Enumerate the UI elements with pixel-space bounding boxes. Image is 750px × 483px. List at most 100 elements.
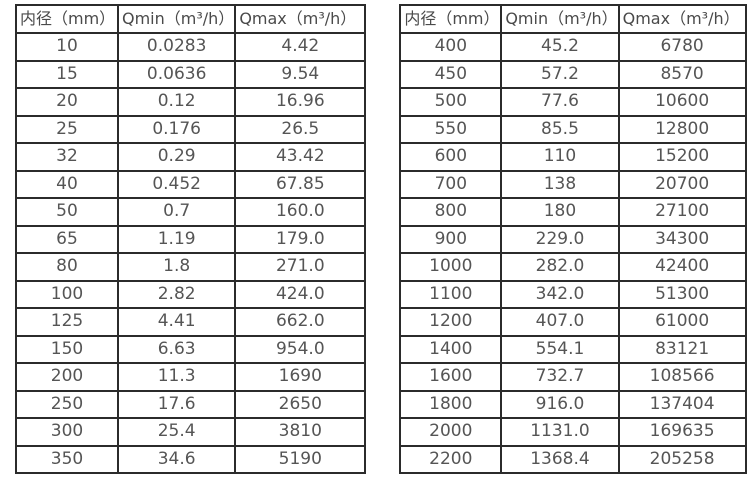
table-cell: 43.42 [234, 142, 367, 172]
table-cell: 25.4 [116, 417, 237, 447]
column-header-diameter: 内径（mm） [15, 4, 119, 34]
table-row: 1000 282.0 42400 [399, 252, 747, 282]
table-cell: 662.0 [234, 307, 367, 337]
table-cell: 57.2 [500, 59, 620, 89]
table-cell: 0.7 [116, 197, 237, 227]
table-cell: 916.0 [500, 389, 620, 419]
table-cell: 600 [399, 142, 503, 172]
table-row: 350 34.6 5190 [15, 444, 367, 474]
table-cell: 50 [15, 197, 119, 227]
table-row: 25 0.176 26.5 [15, 114, 367, 144]
table-row: 15 0.0636 9.54 [15, 59, 367, 89]
table-row: 300 25.4 3810 [15, 417, 367, 447]
table-cell: 138 [500, 169, 620, 199]
table-cell: 20 [15, 87, 119, 117]
table-cell: 3810 [234, 417, 367, 447]
table-cell: 0.0636 [116, 59, 237, 89]
table-cell: 169635 [617, 417, 747, 447]
table-row: 1200 407.0 61000 [399, 307, 747, 337]
table-row: 2200 1368.4 205258 [399, 444, 747, 474]
table-cell: 32 [15, 142, 119, 172]
table-cell: 180 [500, 197, 620, 227]
table-row: 80 1.8 271.0 [15, 252, 367, 282]
table-cell: 900 [399, 224, 503, 254]
table-cell: 1000 [399, 252, 503, 282]
table-cell: 2000 [399, 417, 503, 447]
table-row: 550 85.5 12800 [399, 114, 747, 144]
table-cell: 15 [15, 59, 119, 89]
table-row: 65 1.19 179.0 [15, 224, 367, 254]
table-cell: 1100 [399, 279, 503, 309]
table-row: 1100 342.0 51300 [399, 279, 747, 309]
table-cell: 6.63 [116, 334, 237, 364]
table-cell: 954.0 [234, 334, 367, 364]
column-header-diameter: 内径（mm） [399, 4, 503, 34]
table-cell: 1.8 [116, 252, 237, 282]
column-header-qmin: Qmin（m³/h） [500, 4, 620, 34]
table-row: 800 180 27100 [399, 197, 747, 227]
table-cell: 342.0 [500, 279, 620, 309]
table-cell: 250 [15, 389, 119, 419]
table-row: 40 0.452 67.85 [15, 169, 367, 199]
table-body: 400 45.2 6780 450 57.2 8570 500 77.6 10600 550 85.… [399, 32, 747, 474]
table-row: 2000 1131.0 169635 [399, 417, 747, 447]
table-cell: 0.0283 [116, 32, 237, 62]
table-cell: 83121 [617, 334, 747, 364]
table-cell: 4.42 [234, 32, 367, 62]
table-cell: 450 [399, 59, 503, 89]
table-cell: 0.12 [116, 87, 237, 117]
table-cell: 9.54 [234, 59, 367, 89]
table-cell: 25 [15, 114, 119, 144]
table-cell: 1400 [399, 334, 503, 364]
table-cell: 45.2 [500, 32, 620, 62]
table-row: 450 57.2 8570 [399, 59, 747, 89]
table-cell: 125 [15, 307, 119, 337]
table-cell: 5190 [234, 444, 367, 474]
column-header-qmin: Qmin（m³/h） [116, 4, 237, 34]
table-cell: 150 [15, 334, 119, 364]
table-cell: 2200 [399, 444, 503, 474]
table-cell: 1.19 [116, 224, 237, 254]
table-cell: 1800 [399, 389, 503, 419]
table-cell: 8570 [617, 59, 747, 89]
table-cell: 4.41 [116, 307, 237, 337]
table-cell: 11.3 [116, 362, 237, 392]
table-cell: 400 [399, 32, 503, 62]
table-cell: 12800 [617, 114, 747, 144]
table-cell: 137404 [617, 389, 747, 419]
table-cell: 15200 [617, 142, 747, 172]
table-cell: 800 [399, 197, 503, 227]
table-cell: 108566 [617, 362, 747, 392]
table-cell: 34300 [617, 224, 747, 254]
table-cell: 300 [15, 417, 119, 447]
table-cell: 65 [15, 224, 119, 254]
table-cell: 10600 [617, 87, 747, 117]
table-row: 200 11.3 1690 [15, 362, 367, 392]
table-row: 1600 732.7 108566 [399, 362, 747, 392]
table-cell: 0.452 [116, 169, 237, 199]
table-row: 32 0.29 43.42 [15, 142, 367, 172]
table-cell: 550 [399, 114, 503, 144]
table-cell: 16.96 [234, 87, 367, 117]
table-header-row: 内径（mm） Qmin（m³/h） Qmax（m³/h） [399, 4, 747, 34]
table-cell: 51300 [617, 279, 747, 309]
table-row: 600 110 15200 [399, 142, 747, 172]
table-row: 250 17.6 2650 [15, 389, 367, 419]
table-row: 10 0.0283 4.42 [15, 32, 367, 62]
table-cell: 27100 [617, 197, 747, 227]
table-cell: 424.0 [234, 279, 367, 309]
table-cell: 179.0 [234, 224, 367, 254]
table-cell: 282.0 [500, 252, 620, 282]
table-row: 1800 916.0 137404 [399, 389, 747, 419]
table-cell: 2.82 [116, 279, 237, 309]
table-row: 150 6.63 954.0 [15, 334, 367, 364]
table-cell: 10 [15, 32, 119, 62]
table-cell: 26.5 [234, 114, 367, 144]
table-cell: 80 [15, 252, 119, 282]
table-cell: 67.85 [234, 169, 367, 199]
table-row: 700 138 20700 [399, 169, 747, 199]
table-cell: 34.6 [116, 444, 237, 474]
table-cell: 1600 [399, 362, 503, 392]
table-cell: 160.0 [234, 197, 367, 227]
